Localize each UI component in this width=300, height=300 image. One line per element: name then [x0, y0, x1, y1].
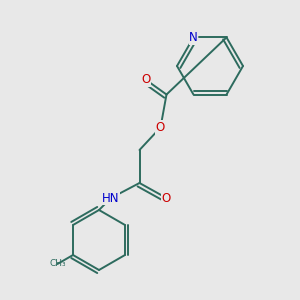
Text: O: O: [156, 121, 165, 134]
Text: O: O: [162, 191, 171, 205]
Text: O: O: [141, 73, 150, 86]
Text: N: N: [189, 31, 198, 44]
Text: CH₃: CH₃: [49, 260, 66, 268]
Text: HN: HN: [102, 191, 120, 205]
